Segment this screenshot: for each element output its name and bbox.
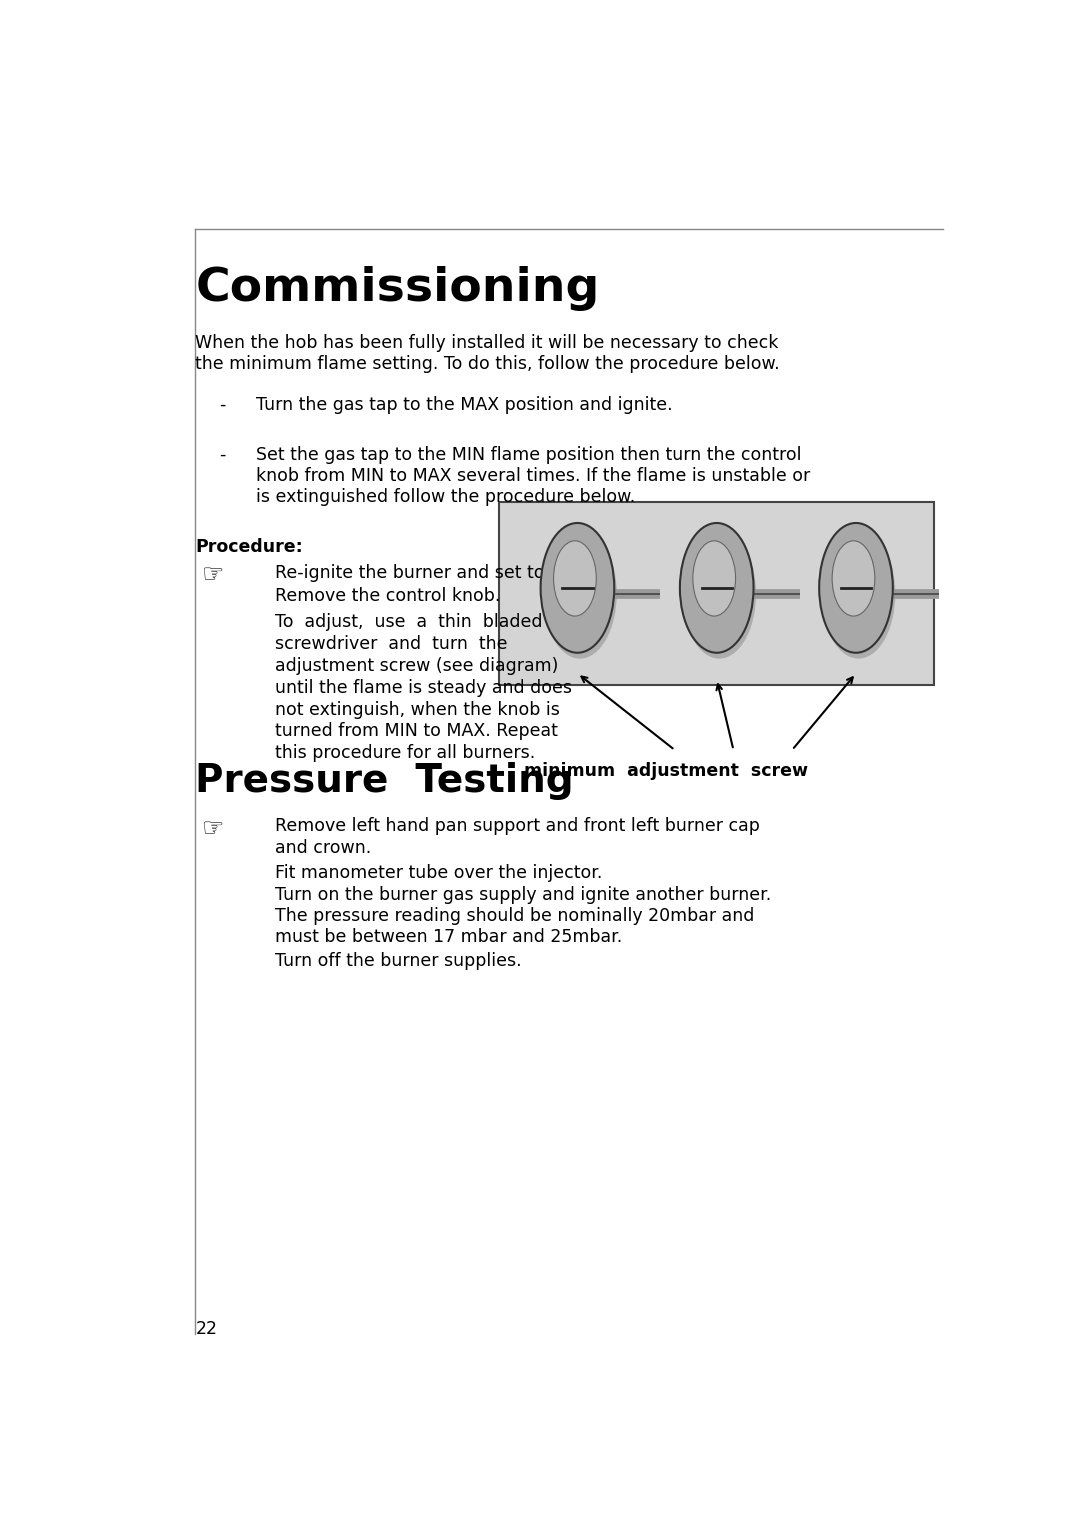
- Ellipse shape: [541, 522, 615, 653]
- Text: turned from MIN to MAX. Repeat: turned from MIN to MAX. Repeat: [274, 723, 557, 740]
- Text: Re-ignite the burner and set to MIN.: Re-ignite the burner and set to MIN.: [274, 564, 589, 582]
- Ellipse shape: [819, 522, 893, 653]
- Ellipse shape: [543, 529, 617, 659]
- Text: Turn on the burner gas supply and ignite another burner.: Turn on the burner gas supply and ignite…: [274, 885, 771, 904]
- Text: When the hob has been fully installed it will be necessary to check: When the hob has been fully installed it…: [195, 334, 779, 352]
- Text: -: -: [218, 397, 225, 414]
- Text: and crown.: and crown.: [274, 838, 372, 856]
- Text: is extinguished follow the procedure below.: is extinguished follow the procedure bel…: [256, 489, 635, 506]
- Text: Remove left hand pan support and front left burner cap: Remove left hand pan support and front l…: [274, 817, 759, 835]
- Text: Turn the gas tap to the MAX position and ignite.: Turn the gas tap to the MAX position and…: [256, 397, 672, 414]
- Text: the minimum flame setting. To do this, follow the procedure below.: the minimum flame setting. To do this, f…: [195, 355, 780, 372]
- Text: minimum  adjustment  screw: minimum adjustment screw: [524, 761, 808, 780]
- Text: Turn off the burner supplies.: Turn off the burner supplies.: [274, 951, 522, 970]
- Text: Set the gas tap to the MIN flame position then turn the control: Set the gas tap to the MIN flame positio…: [256, 446, 801, 464]
- Ellipse shape: [683, 529, 756, 659]
- Text: Remove the control knob.: Remove the control knob.: [274, 587, 500, 605]
- Text: 22: 22: [195, 1319, 217, 1337]
- Text: Commissioning: Commissioning: [195, 267, 599, 311]
- Text: Pressure  Testing: Pressure Testing: [195, 761, 573, 800]
- Text: The pressure reading should be nominally 20mbar and: The pressure reading should be nominally…: [274, 907, 754, 925]
- Text: Procedure:: Procedure:: [195, 538, 303, 556]
- Bar: [499, 502, 934, 685]
- Text: knob from MIN to MAX several times. If the flame is unstable or: knob from MIN to MAX several times. If t…: [256, 467, 810, 486]
- Text: ☞: ☞: [202, 817, 225, 841]
- Ellipse shape: [680, 522, 754, 653]
- Ellipse shape: [822, 529, 895, 659]
- Text: ☞: ☞: [202, 564, 225, 588]
- Text: adjustment screw (see diagram): adjustment screw (see diagram): [274, 657, 558, 676]
- Ellipse shape: [832, 541, 875, 616]
- Text: until the flame is steady and does: until the flame is steady and does: [274, 679, 571, 697]
- Text: screwdriver  and  turn  the: screwdriver and turn the: [274, 636, 508, 653]
- Text: Fit manometer tube over the injector.: Fit manometer tube over the injector.: [274, 864, 603, 882]
- Ellipse shape: [554, 541, 596, 616]
- Text: To  adjust,  use  a  thin  bladed: To adjust, use a thin bladed: [274, 613, 542, 631]
- Text: not extinguish, when the knob is: not extinguish, when the knob is: [274, 700, 559, 719]
- Text: -: -: [218, 446, 225, 464]
- Ellipse shape: [693, 541, 735, 616]
- Text: must be between 17 mbar and 25mbar.: must be between 17 mbar and 25mbar.: [274, 928, 622, 947]
- Text: this procedure for all burners.: this procedure for all burners.: [274, 745, 535, 761]
